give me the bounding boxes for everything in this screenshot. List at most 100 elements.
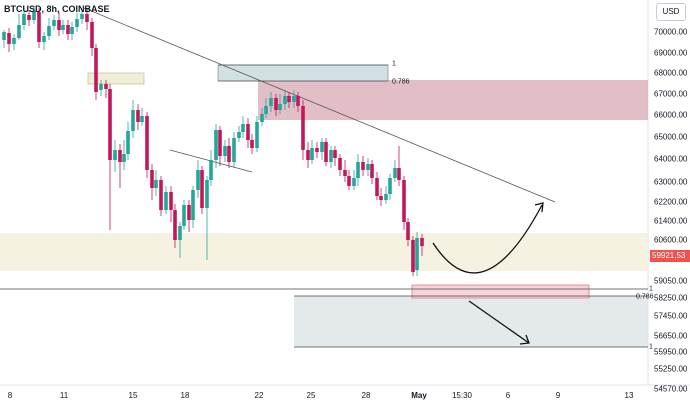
candle-body xyxy=(388,178,392,194)
candle-body xyxy=(356,162,360,178)
candle-body xyxy=(296,96,300,106)
candle-body xyxy=(338,158,342,170)
last-price-tag: 59921.53 xyxy=(650,250,690,262)
candle-body xyxy=(108,89,112,160)
price-axis-label: 67000.00 xyxy=(654,89,688,99)
candle-body xyxy=(70,27,74,34)
price-axis-label: 66000.00 xyxy=(654,110,688,120)
candle-body xyxy=(2,32,6,40)
candle-body xyxy=(136,110,140,122)
fib-upper-label-1: 1 xyxy=(392,60,396,68)
candle-body xyxy=(415,238,419,270)
candle-body xyxy=(375,178,379,196)
currency-button[interactable]: USD xyxy=(656,3,686,21)
price-axis-label: 68000.00 xyxy=(654,68,688,78)
price-axis-label: 55250.00 xyxy=(654,364,688,374)
candle-body xyxy=(94,48,98,92)
candle-body xyxy=(379,196,383,200)
candle-body xyxy=(237,132,241,138)
candle-body xyxy=(420,238,424,246)
candle-body xyxy=(126,131,130,154)
candle-body xyxy=(187,205,191,220)
time-axis-label: 8 xyxy=(7,391,13,400)
price-axis-label: 63000.00 xyxy=(654,177,688,187)
candle-body xyxy=(402,180,406,222)
candle-body xyxy=(347,176,351,186)
candle-body xyxy=(370,164,374,178)
price-axis-label: 55950.00 xyxy=(654,347,688,357)
candlestick-series xyxy=(2,6,424,276)
fib-lower-label-bottom: 1 xyxy=(649,343,653,351)
candle-body xyxy=(232,138,236,162)
candle-body xyxy=(178,226,182,240)
candle-body xyxy=(52,20,56,26)
candle-body xyxy=(61,25,65,30)
projection-curve-up xyxy=(432,204,543,274)
candle-body xyxy=(7,33,11,44)
candle-body xyxy=(90,22,94,48)
candle-body xyxy=(352,178,356,186)
candle-body xyxy=(85,14,89,22)
target-zone-pink xyxy=(411,284,590,299)
candle-body xyxy=(27,15,31,20)
small-zone-beige xyxy=(87,72,145,85)
candle-body xyxy=(57,20,61,30)
price-axis-label: 70000.00 xyxy=(654,27,688,37)
candle-body xyxy=(246,124,250,140)
time-axis-label: 15 xyxy=(128,391,138,400)
candle-body xyxy=(122,154,126,162)
candle-body xyxy=(159,180,163,210)
candle-body xyxy=(292,96,296,102)
time-axis-label: 11 xyxy=(59,391,69,400)
price-axis-label: 62200.00 xyxy=(654,197,688,207)
candle-body xyxy=(361,162,365,170)
candle-body xyxy=(173,210,177,240)
candle-body xyxy=(329,150,333,162)
candle-body xyxy=(397,168,401,180)
time-axis-label: 22 xyxy=(254,391,264,400)
candle-body xyxy=(227,146,231,162)
symbol-label: BTCUSD, 8h, COINBASE xyxy=(4,4,110,14)
time-axis-label: May xyxy=(411,391,427,400)
candle-body xyxy=(278,104,282,110)
candle-body xyxy=(154,180,158,188)
candle-body xyxy=(169,192,173,210)
resistance-zone-red xyxy=(258,80,648,120)
support-zone-beige xyxy=(0,233,648,271)
candle-body xyxy=(301,106,305,150)
candle-body xyxy=(200,170,204,208)
candle-body xyxy=(320,142,324,152)
projection-line-down xyxy=(468,300,530,344)
arrowhead-down xyxy=(519,334,530,345)
candle-body xyxy=(406,222,410,240)
candle-body xyxy=(191,190,195,220)
candle-body xyxy=(209,160,213,180)
time-axis-label: 13 xyxy=(624,391,634,400)
candle-body xyxy=(145,116,149,170)
candle-body xyxy=(32,11,36,20)
candle-body xyxy=(287,96,291,102)
price-axis-label: 60600.00 xyxy=(654,235,688,245)
price-axis-label: 58250.00 xyxy=(654,293,688,303)
candle-body xyxy=(306,150,310,160)
candle-body xyxy=(196,170,200,190)
candle-body xyxy=(218,130,222,156)
candle-body xyxy=(264,106,268,114)
descending-trendline xyxy=(83,7,556,203)
time-axis-label: 6 xyxy=(505,391,511,400)
candle-body xyxy=(269,98,273,106)
arrowhead-up xyxy=(534,202,544,213)
time-axis-label: 15:30 xyxy=(451,391,473,400)
candle-body xyxy=(315,148,319,152)
candle-body xyxy=(150,170,154,188)
candle-body xyxy=(283,96,287,104)
candle-body xyxy=(255,122,259,148)
candle-body xyxy=(393,168,397,178)
candle-body xyxy=(343,170,347,176)
candle-body xyxy=(113,150,117,160)
candle-body xyxy=(164,192,168,210)
fib-upper-label-786: 0.786 xyxy=(392,78,410,86)
time-axis-label: 18 xyxy=(180,391,190,400)
